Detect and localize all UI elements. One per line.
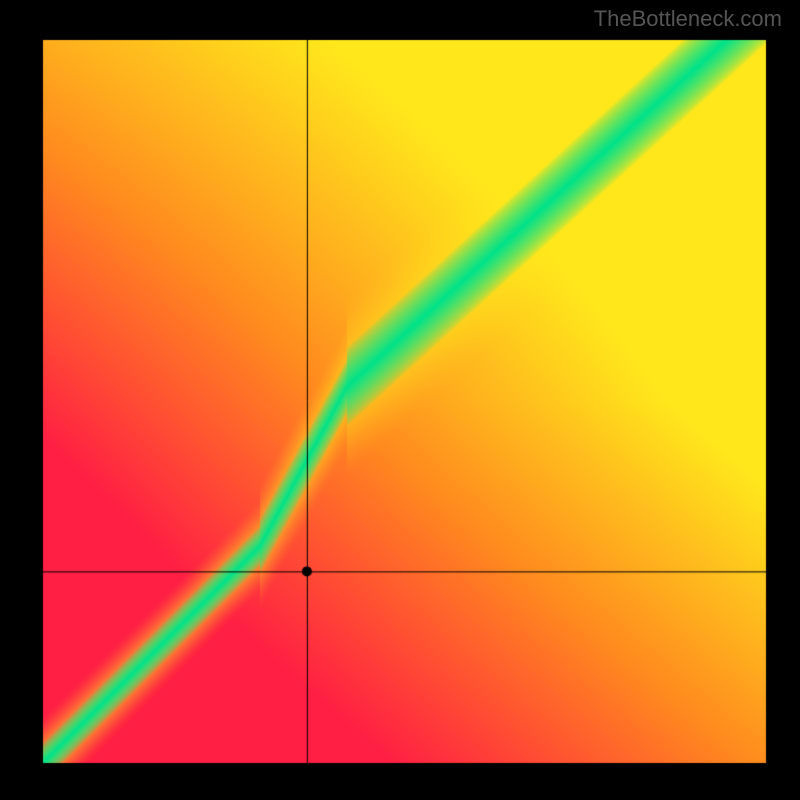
chart-container: TheBottleneck.com bbox=[0, 0, 800, 800]
watermark-text: TheBottleneck.com bbox=[594, 6, 782, 32]
heatmap-canvas bbox=[0, 0, 800, 800]
